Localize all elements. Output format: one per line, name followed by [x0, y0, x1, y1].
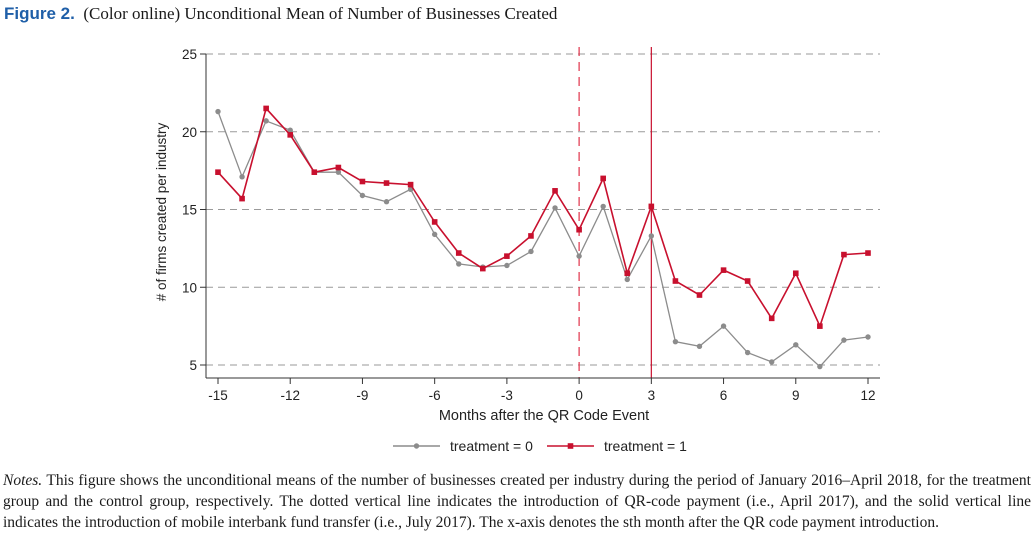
- data-point-1: [335, 164, 342, 171]
- y-tick-label: 20: [182, 125, 197, 140]
- data-point-0: [841, 337, 847, 343]
- data-point-0: [817, 363, 823, 370]
- data-point-0: [769, 359, 775, 365]
- data-point-1: [455, 250, 462, 256]
- data-point-0: [600, 203, 606, 210]
- line-chart: 5 10 15 20 25 -15 -12 -9 -6 -3 0 3 6 9 12 Months after…: [154, 47, 880, 454]
- data-point-0: [696, 343, 703, 350]
- x-tick-label: -12: [280, 388, 300, 403]
- x-tick-label: 3: [648, 388, 656, 403]
- x-tick-label: 6: [720, 388, 728, 403]
- y-tick-label: 5: [189, 358, 197, 373]
- data-point-1: [504, 253, 510, 259]
- data-point-1: [744, 278, 751, 284]
- data-point-0: [431, 231, 438, 238]
- legend: treatment = 0 treatment = 1: [393, 438, 687, 454]
- series-line-1: [217, 106, 869, 329]
- data-point-0: [335, 169, 342, 175]
- data-point-0: [383, 199, 390, 205]
- data-point-1: [480, 265, 486, 272]
- notes-text: This figure shows the unconditional mean…: [3, 472, 1031, 531]
- data-point-0: [239, 174, 245, 180]
- x-tick-label: 12: [860, 388, 875, 403]
- data-point-1: [239, 195, 245, 202]
- y-tick-label: 10: [182, 280, 197, 295]
- legend-marker-1: [567, 443, 574, 449]
- legend-label-0: treatment = 0: [450, 438, 533, 454]
- y-axis-label: # of firms created per industry: [154, 122, 169, 301]
- data-point-1: [552, 188, 558, 194]
- data-point-1: [311, 169, 318, 175]
- data-point-1: [359, 178, 366, 185]
- data-point-0: [744, 349, 751, 356]
- x-tick-label: -9: [356, 388, 368, 403]
- data-point-1: [431, 219, 438, 225]
- series-layer: [215, 105, 871, 370]
- y-tick-label: 15: [182, 203, 197, 218]
- data-point-1: [865, 250, 871, 256]
- data-point-1: [672, 278, 679, 284]
- data-point-1: [287, 132, 294, 138]
- x-axis-label: Months after the QR Code Event: [439, 408, 649, 424]
- data-point-1: [841, 251, 847, 258]
- data-point-1: [215, 169, 221, 175]
- data-point-0: [504, 262, 510, 269]
- data-point-1: [383, 180, 390, 186]
- data-point-1: [624, 270, 631, 277]
- axes: 5 10 15 20 25 -15 -12 -9 -6 -3 0 3 6 9 12: [182, 47, 880, 403]
- data-point-0: [552, 205, 558, 211]
- grid-lines: [206, 53, 880, 366]
- data-point-0: [865, 334, 871, 340]
- data-point-0: [215, 108, 221, 115]
- data-point-0: [672, 338, 679, 345]
- figure-title: (Color online) Unconditional Mean of Num…: [83, 4, 558, 23]
- x-tick-label: -15: [208, 388, 228, 403]
- legend-marker-0: [413, 443, 420, 449]
- data-point-0: [263, 118, 269, 124]
- figure-caption: Figure 2. (Color online) Unconditional M…: [4, 4, 557, 24]
- data-point-1: [768, 315, 775, 322]
- data-point-0: [648, 233, 655, 239]
- data-point-1: [817, 323, 823, 329]
- data-point-1: [576, 226, 582, 233]
- figure-notes: Notes. This figure shows the uncondition…: [3, 470, 1031, 533]
- data-point-1: [792, 270, 799, 277]
- data-point-1: [263, 105, 269, 112]
- data-point-1: [648, 203, 655, 210]
- data-point-0: [456, 261, 462, 267]
- event-lines: [578, 47, 652, 378]
- data-point-0: [359, 192, 366, 199]
- data-point-0: [793, 342, 799, 348]
- data-point-1: [720, 267, 727, 273]
- data-point-0: [576, 253, 582, 259]
- data-point-0: [624, 276, 630, 283]
- data-point-0: [528, 248, 534, 255]
- data-point-1: [696, 292, 703, 298]
- legend-label-1: treatment = 1: [604, 438, 687, 454]
- data-point-1: [528, 233, 534, 239]
- series-line-0: [217, 111, 869, 368]
- x-tick-label: 0: [575, 388, 583, 403]
- x-tick-label: -6: [429, 388, 441, 403]
- data-point-0: [287, 127, 293, 133]
- data-point-1: [600, 175, 606, 182]
- data-point-1: [407, 181, 414, 188]
- notes-label: Notes.: [3, 472, 43, 489]
- data-point-0: [720, 323, 727, 329]
- x-tick-label: -3: [501, 388, 513, 403]
- y-tick-label: 25: [182, 47, 197, 62]
- figure-label: Figure 2.: [4, 4, 75, 23]
- x-tick-label: 9: [792, 388, 800, 403]
